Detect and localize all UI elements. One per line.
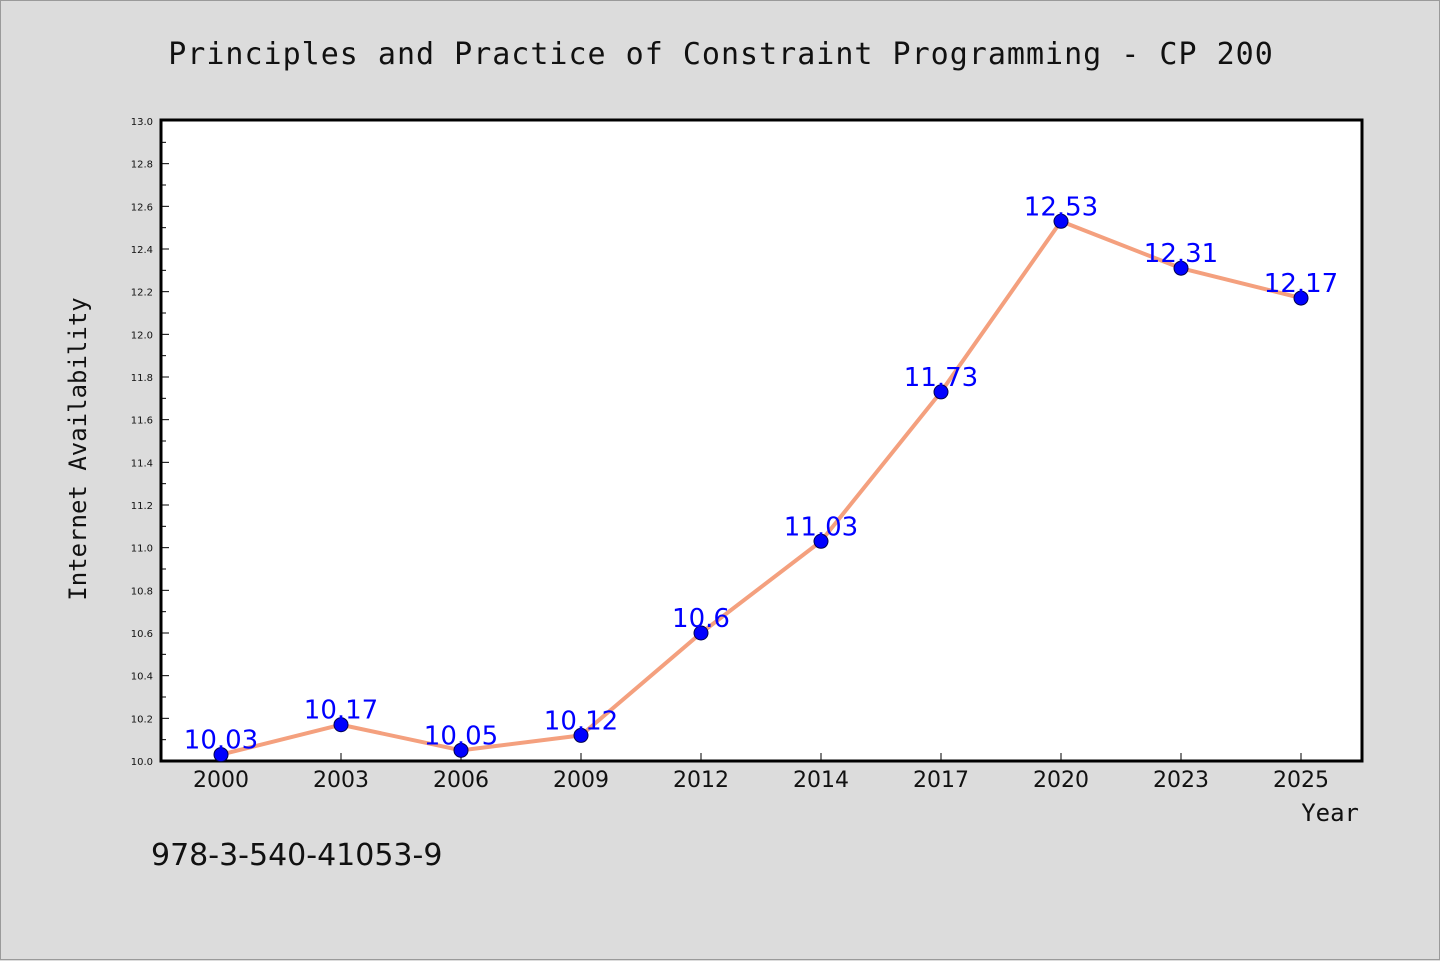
data-label: 10.17 <box>304 696 378 726</box>
x-tick-label: 2012 <box>673 768 729 793</box>
y-tick-label: 11.4 <box>131 458 153 469</box>
y-tick-label: 11.0 <box>131 544 153 555</box>
data-point <box>1293 290 1309 306</box>
data-labels: 10.03 10.17 10.05 10.12 10.6 11.03 11.73 12.53 1… <box>184 192 1338 755</box>
series-line-group <box>219 219 1303 757</box>
isbn-footer: 978-3-540-41053-9 <box>151 838 442 873</box>
y-tick-label: 11.8 <box>131 373 153 384</box>
data-label: 11.73 <box>904 363 978 393</box>
x-tick-label: 2003 <box>313 768 369 793</box>
data-point <box>333 717 349 733</box>
data-label: 10.05 <box>424 721 498 751</box>
y-tick-label: 12.8 <box>131 160 153 171</box>
chart-title: Principles and Practice of Constraint Pr… <box>168 37 1274 72</box>
data-points <box>213 213 1309 763</box>
series-line <box>219 219 1303 757</box>
y-tick-label: 10.2 <box>131 714 153 725</box>
y-tick-label: 10.4 <box>131 672 153 683</box>
y-tick-label: 12.2 <box>131 288 153 299</box>
y-tick-label: 13.0 <box>131 117 153 128</box>
y-tick-label: 11.6 <box>131 416 153 427</box>
data-label: 12.17 <box>1264 269 1338 299</box>
data-label: 11.03 <box>784 512 858 542</box>
x-tick-label: 2017 <box>913 768 969 793</box>
plot-area <box>159 118 1364 763</box>
x-tick-label: 2009 <box>553 768 609 793</box>
data-point <box>453 742 469 758</box>
y-tick-label: 10.8 <box>131 586 153 597</box>
x-tick-label: 2014 <box>793 768 849 793</box>
x-tick-label: 2000 <box>193 768 249 793</box>
data-point <box>1173 260 1189 276</box>
y-tick-label: 10.6 <box>131 629 153 640</box>
data-label: 10.12 <box>544 706 618 736</box>
x-tick-label: 2006 <box>433 768 489 793</box>
y-tick-label: 10.0 <box>131 757 153 768</box>
data-label: 12.53 <box>1024 192 1098 222</box>
data-point <box>1053 213 1069 229</box>
x-axis: 2000 2003 2006 2009 2012 2014 2017 2020 2023 2025 <box>193 753 1329 793</box>
data-point <box>693 625 709 641</box>
y-tick-label: 11.2 <box>131 501 153 512</box>
x-tick-label: 2025 <box>1273 768 1329 793</box>
x-axis-label: Year <box>1301 799 1359 827</box>
data-point <box>813 533 829 549</box>
data-point <box>573 727 589 743</box>
y-axis-label: Internet Availability <box>64 297 92 600</box>
data-point <box>933 384 949 400</box>
y-tick-label: 12.0 <box>131 330 153 341</box>
y-axis: 10.0 10.2 10.4 10.6 10.8 11.0 11.2 11.4 11.6 11.8… <box>131 117 169 768</box>
data-label: 12.31 <box>1144 239 1218 269</box>
data-point <box>213 747 229 763</box>
data-label: 10.03 <box>184 726 258 756</box>
x-tick-label: 2020 <box>1033 768 1089 793</box>
y-tick-label: 12.6 <box>131 202 153 213</box>
x-tick-label: 2023 <box>1153 768 1209 793</box>
y-tick-label: 12.4 <box>131 245 153 256</box>
data-label: 10.6 <box>672 604 730 634</box>
